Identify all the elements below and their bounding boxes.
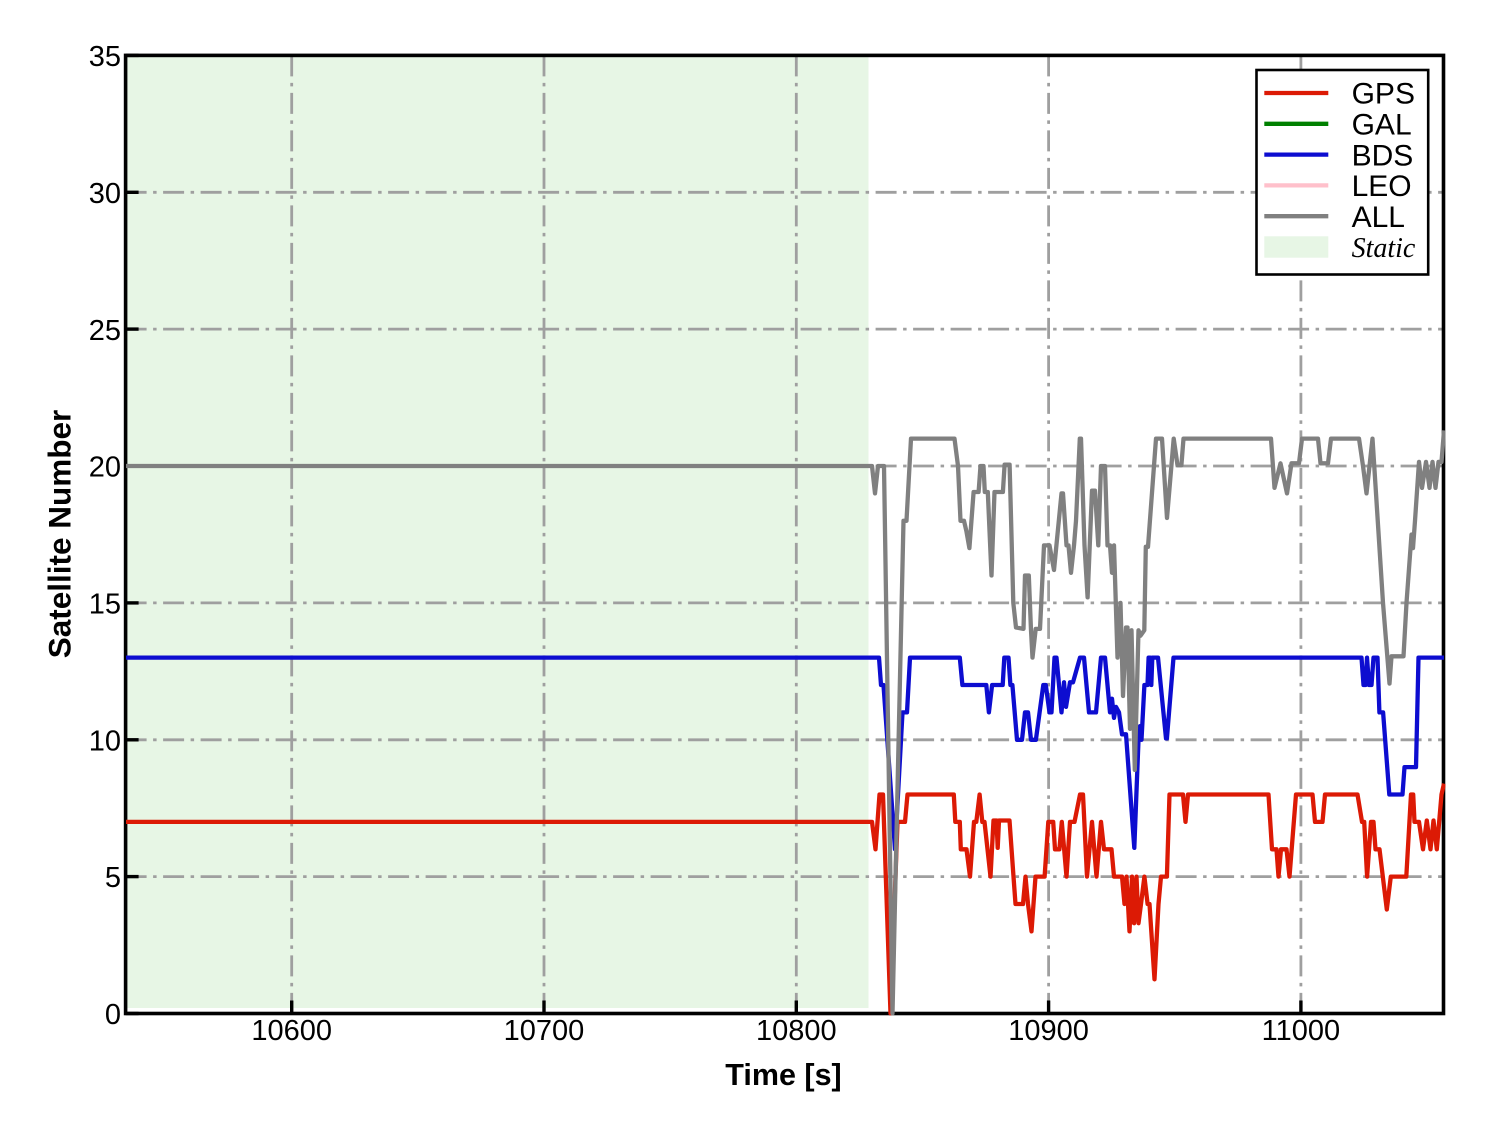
svg-text:5: 5 [105, 862, 121, 894]
svg-text:10800: 10800 [756, 1015, 837, 1047]
svg-text:10600: 10600 [251, 1015, 332, 1047]
svg-text:0: 0 [105, 999, 121, 1031]
svg-text:LEO: LEO [1352, 170, 1412, 203]
svg-text:GAL: GAL [1352, 109, 1412, 142]
svg-text:20: 20 [89, 452, 121, 484]
svg-text:Static: Static [1352, 233, 1416, 264]
svg-text:30: 30 [89, 178, 121, 210]
svg-text:10: 10 [89, 725, 121, 757]
svg-text:15: 15 [89, 589, 121, 621]
svg-text:11000: 11000 [1262, 1015, 1341, 1047]
svg-text:10900: 10900 [1008, 1015, 1089, 1047]
svg-text:GPS: GPS [1352, 78, 1415, 111]
svg-text:35: 35 [89, 41, 121, 73]
svg-text:BDS: BDS [1352, 139, 1414, 172]
svg-text:Time [s]: Time [s] [725, 1058, 841, 1092]
svg-text:Satellite Number: Satellite Number [42, 410, 78, 659]
svg-text:ALL: ALL [1352, 201, 1405, 234]
svg-text:25: 25 [89, 315, 121, 347]
svg-text:10700: 10700 [504, 1015, 585, 1047]
